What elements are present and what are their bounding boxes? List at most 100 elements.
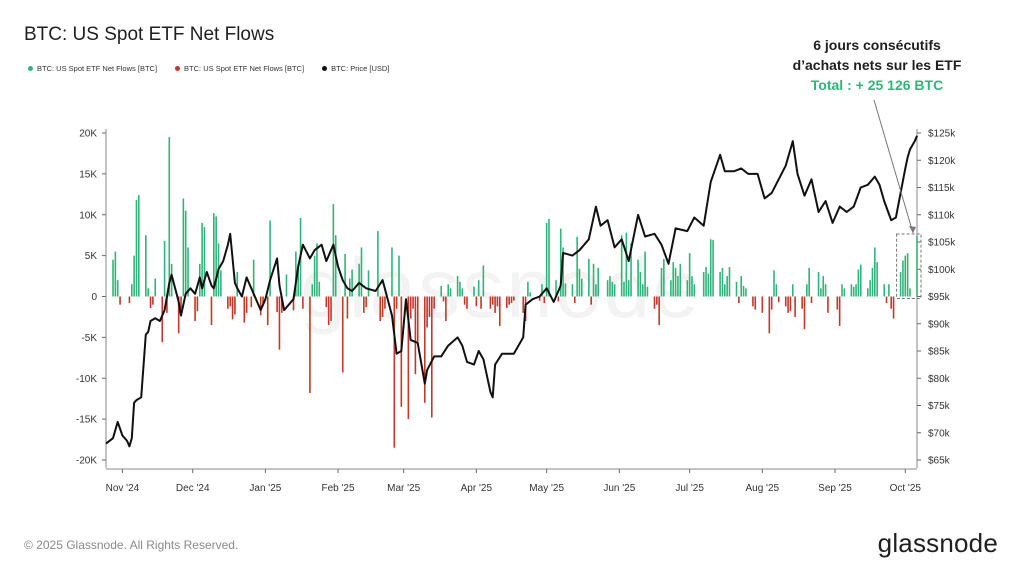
inflow-bar xyxy=(630,243,632,297)
legend-item-price[interactable]: BTC: Price [USD] xyxy=(322,64,389,73)
outflow-bar xyxy=(325,296,328,308)
inflow-bar xyxy=(213,213,215,297)
outflow-bar xyxy=(341,296,344,373)
inflow-bar xyxy=(295,251,297,297)
inflow-bar xyxy=(440,285,442,297)
x-axis-tick-label: Oct '25 xyxy=(890,483,922,494)
outflow-bar xyxy=(327,296,330,326)
outflow-bar xyxy=(416,296,419,342)
x-axis-tick-label: Mar '25 xyxy=(387,483,420,494)
left-axis-tick-label: 10K xyxy=(79,210,97,221)
legend-item-inflows[interactable]: BTC: US Spot ETF Net Flows [BTC] xyxy=(28,64,157,73)
inflow-bar xyxy=(808,267,810,297)
inflow-bar xyxy=(899,271,902,297)
outflow-bar xyxy=(395,296,398,309)
outflow-bar xyxy=(384,296,386,309)
inflow-bar xyxy=(726,276,728,297)
outflow-bar xyxy=(346,296,349,319)
inflow-bar xyxy=(773,270,775,297)
inflow-bar xyxy=(285,274,288,297)
inflow-bar xyxy=(677,276,679,297)
inflow-bar xyxy=(269,220,271,297)
inflow-bar xyxy=(639,271,642,297)
inflow-bar xyxy=(564,283,567,297)
inflow-bar xyxy=(473,286,475,297)
inflow-bar xyxy=(693,284,696,297)
outflow-bar xyxy=(801,296,803,309)
outflow-bar xyxy=(489,296,492,309)
inflow-bar xyxy=(447,284,450,297)
inflow-bar xyxy=(595,284,597,297)
inflow-bar xyxy=(358,263,360,297)
outflow-bar xyxy=(234,296,236,315)
outflow-bar xyxy=(414,296,417,375)
outflow-bar xyxy=(231,296,234,320)
inflow-bar xyxy=(456,276,459,297)
outflow-bar xyxy=(262,296,264,306)
outflow-bar xyxy=(513,296,515,301)
chart-title: BTC: US Spot ETF Net Flows xyxy=(24,24,275,45)
inflow-bar xyxy=(449,288,452,297)
outflow-bar xyxy=(177,296,180,334)
legend-dot-outflows xyxy=(175,66,181,71)
outflow-bar xyxy=(768,296,771,334)
inflow-bar xyxy=(135,200,138,297)
inflow-bar xyxy=(660,267,663,297)
outflow-bar xyxy=(653,296,656,309)
outflow-bar xyxy=(463,296,466,305)
outflow-bar xyxy=(590,296,592,305)
inflow-bar xyxy=(705,267,707,297)
outflow-bar xyxy=(302,296,304,309)
outflow-bar xyxy=(787,296,789,313)
x-axis-tick-label: Nov '24 xyxy=(106,483,140,494)
inflow-bar xyxy=(215,216,217,297)
right-axis-tick-label: $110k xyxy=(928,210,956,221)
outflow-bar xyxy=(309,296,311,393)
outflow-bar xyxy=(892,296,895,319)
inflow-bar xyxy=(555,280,557,297)
outflow-bar xyxy=(245,296,248,313)
inflow-bar xyxy=(646,286,649,297)
inflow-bar xyxy=(562,247,564,297)
inflow-bar xyxy=(613,284,616,297)
outflow-bar xyxy=(810,296,813,304)
legend-label-outflows: BTC: US Spot ETF Net Flows [BTC] xyxy=(184,64,305,73)
inflow-bar xyxy=(644,251,646,297)
inflow-bar xyxy=(843,288,846,297)
inflow-bar xyxy=(114,251,117,297)
inflow-bar xyxy=(627,280,630,297)
outflow-bar xyxy=(276,296,278,313)
inflow-bar xyxy=(220,270,222,297)
outflow-bar xyxy=(475,296,478,307)
inflow-bar xyxy=(398,255,400,297)
inflow-bar xyxy=(728,267,731,297)
outflow-bar xyxy=(658,296,660,326)
inflow-bar xyxy=(112,259,114,297)
inflow-bar xyxy=(709,239,712,297)
inflow-bar xyxy=(742,285,745,297)
copyright-footer: © 2025 Glassnode. All Rights Reserved. xyxy=(24,538,239,552)
x-axis-tick-label: May '25 xyxy=(529,483,564,494)
inflow-bar xyxy=(147,288,149,297)
outflow-bar xyxy=(278,296,281,350)
inflow-bar xyxy=(679,263,682,297)
left-axis-tick-label: -10K xyxy=(76,374,97,385)
inflow-bar xyxy=(313,255,316,297)
outflow-bar xyxy=(538,296,541,301)
outflow-bar xyxy=(433,296,435,309)
annotation-line-1: 6 jours consécutifs xyxy=(813,37,941,53)
inflow-bar xyxy=(672,262,675,297)
right-axis-tick-label: $115k xyxy=(928,183,956,194)
outflow-bar xyxy=(890,296,893,309)
outflow-bar xyxy=(407,296,410,420)
outflow-bar xyxy=(557,296,560,302)
legend-item-outflows[interactable]: BTC: US Spot ETF Net Flows [BTC] xyxy=(175,64,304,73)
outflow-bar xyxy=(838,296,841,326)
outflow-bar xyxy=(445,296,447,322)
inflow-bar xyxy=(686,280,689,297)
inflow-bar xyxy=(641,284,644,297)
outflow-bar xyxy=(250,296,253,308)
inflow-bar xyxy=(791,284,794,297)
outflow-bar xyxy=(789,296,792,312)
